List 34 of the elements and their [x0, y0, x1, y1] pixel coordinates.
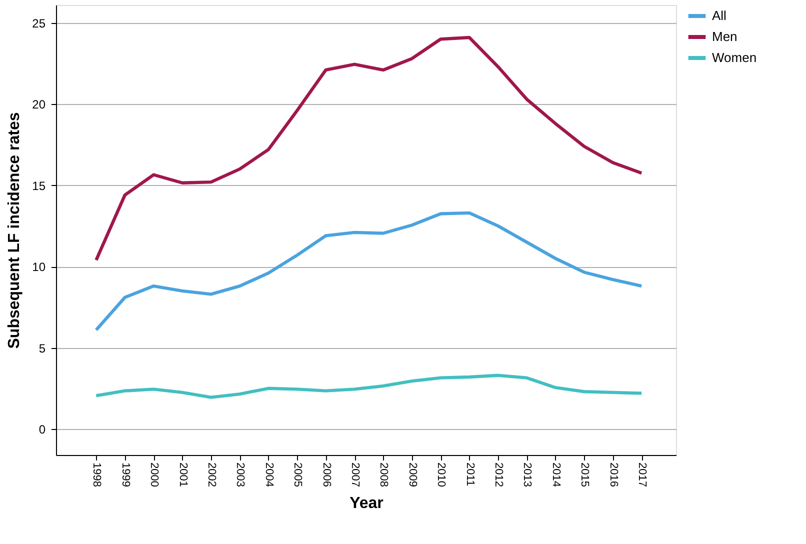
x-axis-title: Year — [350, 494, 384, 512]
y-axis-title: Subsequent LF incidence rates — [6, 112, 24, 349]
x-tick-label: 2007 — [349, 462, 362, 487]
x-tick-label: 2011 — [464, 462, 476, 486]
x-tick-label: 2002 — [206, 462, 218, 487]
legend-label: Men — [712, 29, 738, 44]
x-tick-label: 2001 — [176, 462, 189, 487]
x-tick-label: 1999 — [119, 462, 132, 487]
x-tick-label: 2012 — [492, 462, 505, 487]
x-tick-label: 2008 — [378, 462, 390, 487]
x-tick-label: 2009 — [406, 462, 418, 487]
y-tick-label: 20 — [32, 98, 46, 112]
y-tick-label: 10 — [32, 260, 46, 274]
x-tick-label: 2000 — [148, 462, 160, 487]
y-tick-label: 0 — [38, 422, 46, 437]
legend-label: Women — [712, 50, 757, 65]
x-tick-label: 2004 — [262, 462, 275, 487]
x-tick-label: 2006 — [320, 462, 332, 487]
x-tick-label: 2003 — [234, 462, 246, 487]
y-tick-label: 15 — [32, 178, 46, 193]
x-tick-label: 2016 — [607, 462, 620, 487]
legend-label: All — [712, 8, 727, 23]
line-series — [94, 374, 644, 399]
x-tick-label: 2013 — [521, 462, 534, 487]
x-tick-label: 1998 — [90, 462, 103, 487]
x-tick-label: 2014 — [550, 462, 562, 487]
x-tick-label: 2015 — [578, 462, 591, 487]
line-series — [94, 211, 644, 332]
x-tick-label: 2005 — [292, 462, 304, 487]
line-series — [94, 36, 644, 262]
x-tick-label: 2010 — [435, 462, 448, 487]
y-tick-label: 5 — [38, 341, 46, 356]
y-tick-label: 25 — [32, 16, 46, 30]
x-tick-label: 2017 — [636, 462, 648, 487]
